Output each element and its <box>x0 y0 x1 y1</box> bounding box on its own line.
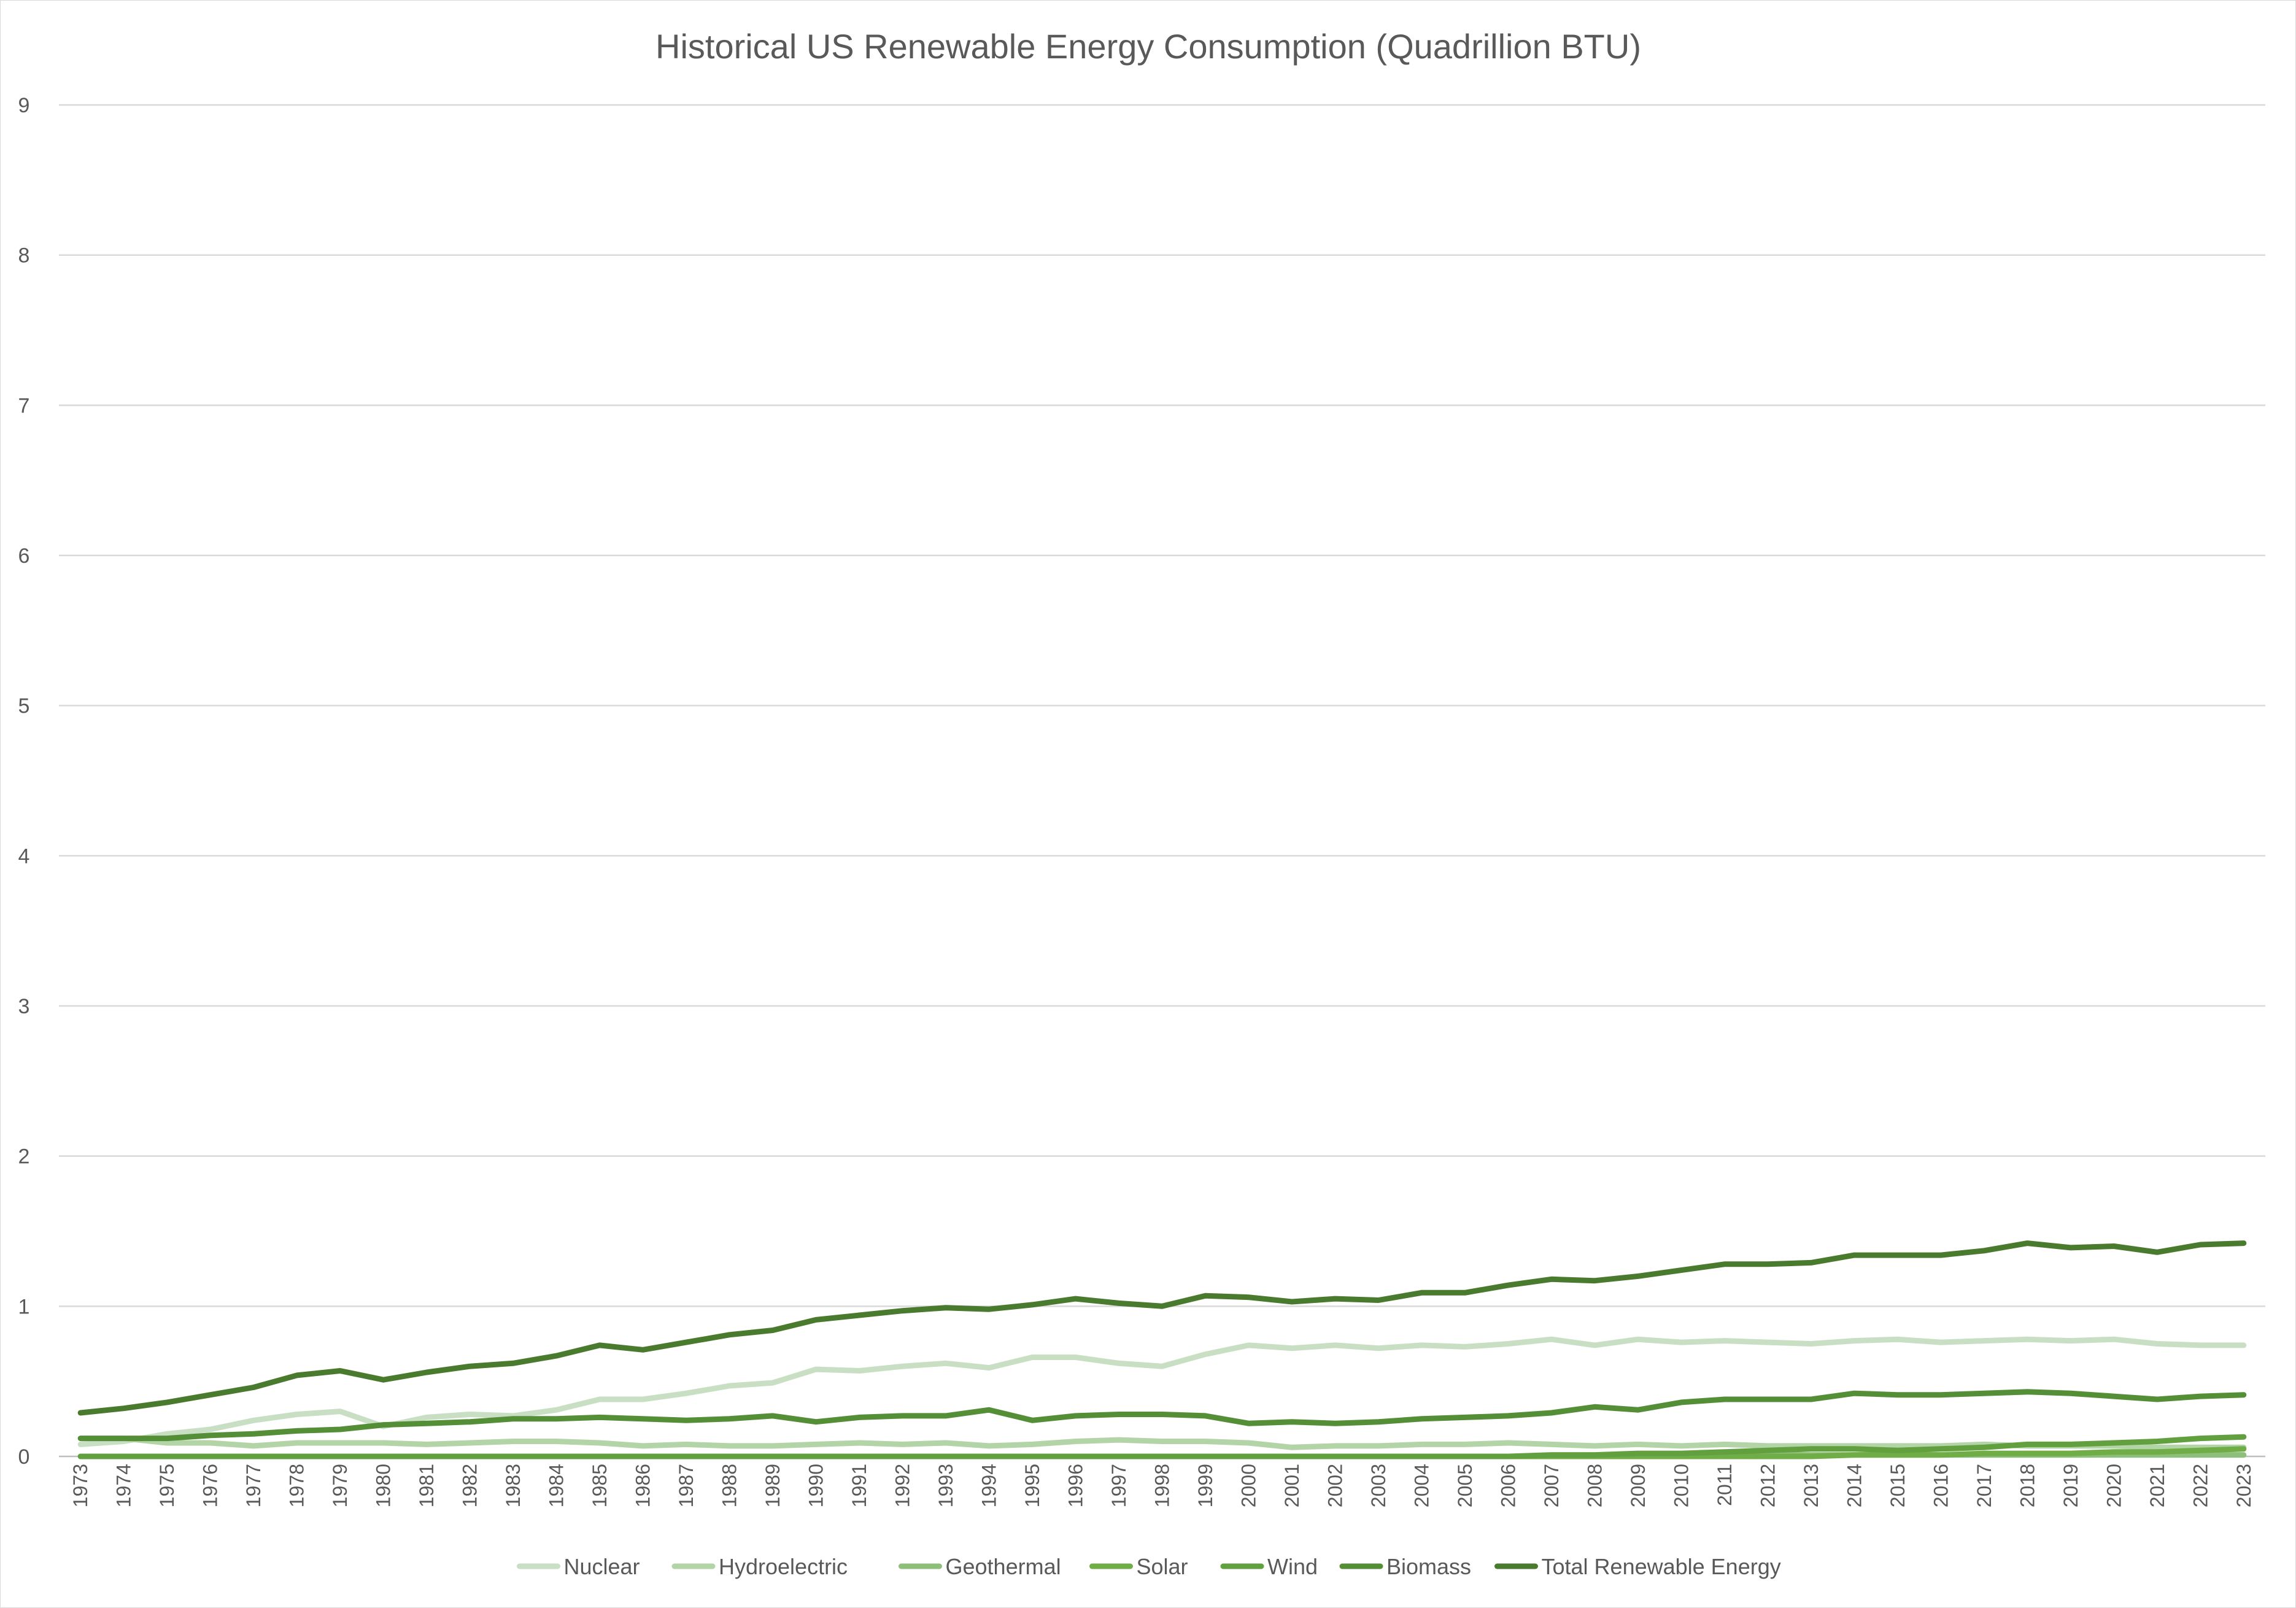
x-tick-label: 1986 <box>632 1464 654 1507</box>
x-tick-label: 1988 <box>719 1464 741 1507</box>
x-tick-label: 1977 <box>242 1464 265 1507</box>
series-line-hydroelectric <box>77 1436 2247 1450</box>
x-tick-label: 1973 <box>69 1464 91 1507</box>
x-tick-label: 1975 <box>156 1464 178 1507</box>
x-tick-label: 2018 <box>2016 1464 2038 1507</box>
x-tick-label: 1991 <box>848 1464 870 1507</box>
x-tick-label: 2003 <box>1367 1464 1390 1507</box>
y-tick-label: 0 <box>18 1445 30 1469</box>
x-tick-label: 2009 <box>1627 1464 1649 1507</box>
series-line-wind <box>77 1434 2247 1459</box>
x-tick-label: 1990 <box>805 1464 827 1507</box>
x-tick-label: 1976 <box>199 1464 222 1507</box>
x-tick-label: 1998 <box>1151 1464 1173 1507</box>
y-tick-label: 8 <box>18 244 30 268</box>
x-tick-label: 1983 <box>502 1464 524 1507</box>
x-tick-label: 1985 <box>589 1464 611 1507</box>
x-tick-label: 2005 <box>1454 1464 1476 1507</box>
x-tick-label: 2002 <box>1324 1464 1346 1507</box>
y-tick-label: 3 <box>18 995 30 1018</box>
x-tick-label: 1995 <box>1021 1464 1043 1507</box>
x-tick-label: 2017 <box>1973 1464 1995 1507</box>
x-tick-label: 2004 <box>1410 1464 1432 1507</box>
x-tick-label: 1980 <box>373 1464 395 1507</box>
x-tick-label: 2012 <box>1757 1464 1779 1507</box>
gridlines <box>59 104 2265 1307</box>
legend-label-total-renewable-energy: Total Renewable Energy <box>1542 1554 1781 1579</box>
x-tick-label: 1996 <box>1065 1464 1087 1507</box>
x-tick-label: 1974 <box>113 1464 135 1507</box>
legend-label-geothermal: Geothermal <box>946 1554 1061 1579</box>
y-tick-label: 6 <box>18 544 30 568</box>
y-tick-label: 4 <box>18 845 30 868</box>
series-line-biomass <box>77 1389 2247 1442</box>
legend-label-biomass: Biomass <box>1386 1554 1471 1579</box>
x-tick-label: 2001 <box>1281 1464 1303 1507</box>
x-tick-label: 1989 <box>762 1464 784 1507</box>
x-tick-label: 2022 <box>2189 1464 2211 1507</box>
x-tick-label: 1994 <box>978 1464 1000 1507</box>
x-tick-label: 2015 <box>1887 1464 1909 1507</box>
x-tick-label: 1997 <box>1108 1464 1130 1507</box>
y-tick-label: 1 <box>18 1295 30 1318</box>
y-tick-label: 2 <box>18 1145 30 1169</box>
x-tick-label: 2008 <box>1583 1464 1606 1507</box>
x-tick-label: 2011 <box>1714 1464 1736 1506</box>
x-tick-label: 2006 <box>1497 1464 1519 1507</box>
x-tick-label: 2016 <box>1930 1464 1952 1507</box>
series-line-nuclear <box>77 1336 2247 1447</box>
x-tick-label: 1978 <box>286 1464 308 1507</box>
x-tick-label: 2000 <box>1237 1464 1259 1507</box>
x-tick-label: 1993 <box>935 1464 957 1507</box>
x-tick-label: 1987 <box>675 1464 697 1507</box>
chart-title: Historical US Renewable Energy Consumpti… <box>655 27 1641 66</box>
x-tick-label: 1981 <box>416 1464 438 1507</box>
x-tick-label: 2019 <box>2060 1464 2082 1507</box>
legend-label-hydroelectric: Hydroelectric <box>719 1554 848 1579</box>
y-tick-label: 9 <box>18 94 30 117</box>
x-tick-label: 2014 <box>1843 1464 1865 1507</box>
x-tick-label: 2023 <box>2233 1464 2255 1507</box>
legend-label-nuclear: Nuclear <box>564 1554 640 1579</box>
x-tick-label: 1999 <box>1194 1464 1216 1507</box>
x-tick-label: 1984 <box>546 1464 568 1507</box>
y-tick-label: 5 <box>18 695 30 718</box>
series-lines <box>77 1240 2247 1459</box>
legend: Nuclear Hydroelectric Geothermal Solar Wind B… <box>517 1554 1781 1579</box>
x-tick-label: 2021 <box>2146 1464 2168 1507</box>
x-tick-label: 2010 <box>1670 1464 1692 1507</box>
x-tick-label: 2007 <box>1540 1464 1563 1507</box>
x-tick-label: 1982 <box>459 1464 481 1507</box>
legend-label-solar: Solar <box>1137 1554 1188 1579</box>
x-tick-label: 1992 <box>892 1464 914 1507</box>
x-axis: 1973 1974 1975 1976 1977 1978 1979 1980 1981 1982… <box>59 1455 2265 1507</box>
series-line-total-renewable-energy <box>77 1240 2247 1416</box>
x-tick-label: 1979 <box>329 1464 351 1507</box>
y-axis: 0 1 2 3 4 5 6 7 8 9 <box>18 94 30 1469</box>
x-tick-label: 2020 <box>2103 1464 2125 1507</box>
y-tick-label: 7 <box>18 394 30 417</box>
legend-label-wind: Wind <box>1267 1554 1318 1579</box>
x-tick-label: 2013 <box>1800 1464 1822 1507</box>
